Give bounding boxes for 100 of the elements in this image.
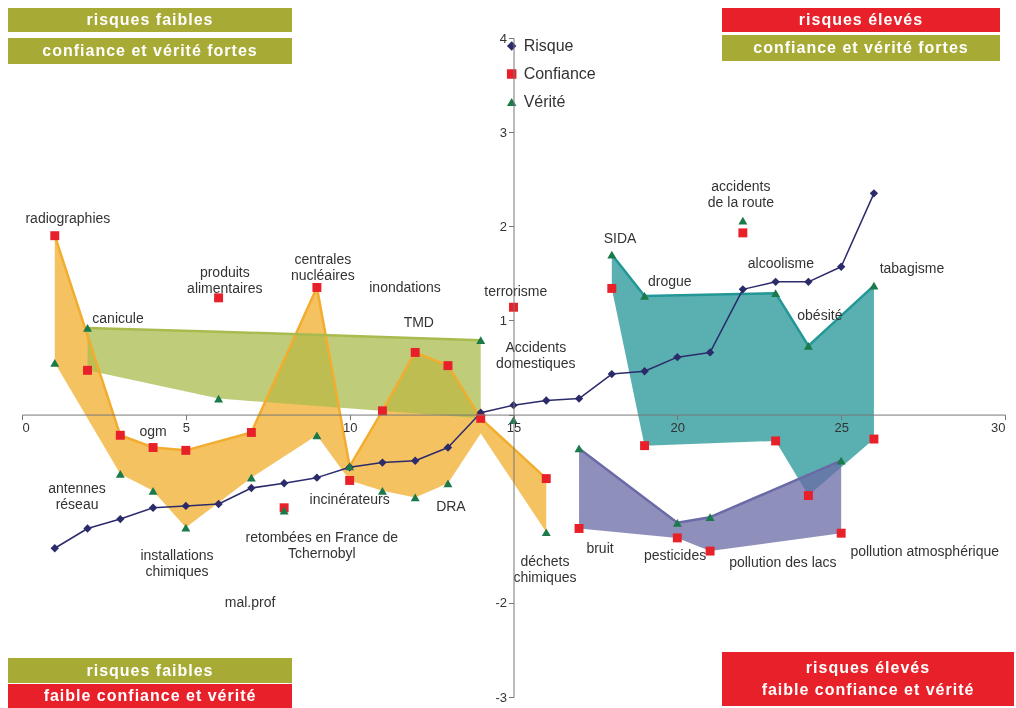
quadrant-label: risques faibles: [8, 658, 292, 683]
annotation: SIDA: [603, 229, 637, 246]
annotation: alcoolisme: [747, 254, 815, 271]
x-tick-label: 15: [506, 420, 522, 436]
point: [476, 336, 486, 345]
point: [574, 444, 584, 453]
quadrant-label: risques élevés: [722, 8, 1000, 32]
point: [247, 483, 256, 493]
point: [705, 348, 715, 357]
point: [640, 441, 650, 451]
point: [672, 533, 682, 543]
annotation: accidents de la route: [707, 177, 775, 210]
point: [542, 396, 551, 405]
point: [738, 285, 748, 294]
point: [378, 458, 387, 467]
annotation: retombées en France de Tchernobyl: [245, 528, 399, 561]
quadrant-label: risques faibles: [8, 8, 292, 32]
annotation: Accidents domestiques: [496, 338, 576, 371]
y-tick-label: -2: [495, 595, 507, 611]
point: [50, 544, 59, 553]
point: [869, 189, 879, 198]
point: [804, 277, 813, 287]
y-tick-label: 1: [499, 312, 507, 328]
quadrant-label: risques élevés faible confiance et vérité: [722, 652, 1014, 706]
point: [181, 445, 191, 455]
point: [738, 228, 748, 238]
point: [345, 476, 355, 485]
point: [640, 292, 650, 300]
quadrant-label: faible confiance et vérité: [8, 684, 292, 708]
x-tick-label: 0: [22, 420, 30, 436]
point: [607, 283, 617, 293]
point: [443, 443, 453, 452]
point: [148, 486, 158, 495]
legend-label: Risque: [523, 37, 574, 54]
point: [411, 456, 420, 465]
point: [115, 430, 125, 440]
point: [181, 501, 191, 511]
x-tick-label: 20: [670, 420, 686, 436]
point: [148, 443, 158, 452]
point: [672, 518, 682, 527]
annotation: mal.prof: [224, 593, 276, 610]
annotation: bruit: [586, 540, 614, 557]
point: [246, 473, 256, 482]
x-tick-label: 5: [182, 420, 190, 436]
x-tick-label: 25: [834, 420, 849, 436]
annotation: ogm: [139, 423, 167, 440]
point: [115, 470, 125, 478]
point: [410, 347, 420, 357]
point: [377, 406, 387, 416]
quadrant-label: confiance et vérité fortes: [8, 38, 292, 64]
annotation: DRA: [436, 497, 467, 514]
annotation: tabagisme: [879, 259, 945, 276]
point: [869, 434, 879, 444]
annotation: canicule: [92, 309, 144, 326]
point: [705, 546, 715, 556]
annotation: installations chimiques: [140, 546, 214, 579]
point: [738, 216, 748, 225]
point: [836, 456, 846, 465]
annotation: produits alimentaires: [187, 264, 263, 297]
annotation: pollution des lacs: [729, 554, 837, 571]
y-tick-label: -3: [495, 689, 507, 705]
annotation: drogue: [648, 272, 692, 289]
legend-label: Vérité: [523, 93, 566, 110]
point: [148, 503, 158, 512]
point: [640, 367, 649, 376]
point: [443, 479, 453, 488]
point: [312, 431, 322, 440]
annotation: centrales nucléaires: [290, 251, 355, 284]
point: [541, 528, 551, 537]
point: [312, 283, 322, 292]
point: [246, 427, 256, 437]
point: [83, 365, 93, 375]
annotation: pesticides: [643, 546, 707, 563]
annotation: déchets chimiques: [513, 553, 577, 586]
annotation: terrorisme: [484, 283, 548, 300]
point: [541, 474, 551, 484]
point: [410, 493, 420, 502]
annotation: inondations: [369, 279, 441, 296]
quadrant-label: confiance et vérité fortes: [722, 35, 1000, 61]
y-tick-label: 4: [499, 30, 507, 46]
point: [83, 324, 93, 332]
x-tick-label: 10: [342, 420, 358, 436]
point: [771, 277, 780, 287]
point: [83, 524, 92, 533]
point: [214, 499, 223, 509]
point: [116, 514, 125, 524]
y-tick-label: 2: [499, 218, 507, 234]
point: [214, 293, 224, 303]
x-tick-label: 30: [991, 420, 1006, 436]
point: [312, 473, 322, 482]
annotation: antennes réseau: [48, 479, 106, 512]
point: [50, 231, 60, 241]
point: [50, 358, 60, 367]
point: [836, 262, 846, 271]
annotation: TMD: [403, 314, 434, 331]
y-tick-label: 3: [499, 124, 507, 140]
point: [803, 341, 813, 350]
point: [607, 369, 616, 379]
annotation: radiographies: [25, 209, 111, 226]
annotation: incinérateurs: [309, 491, 390, 508]
